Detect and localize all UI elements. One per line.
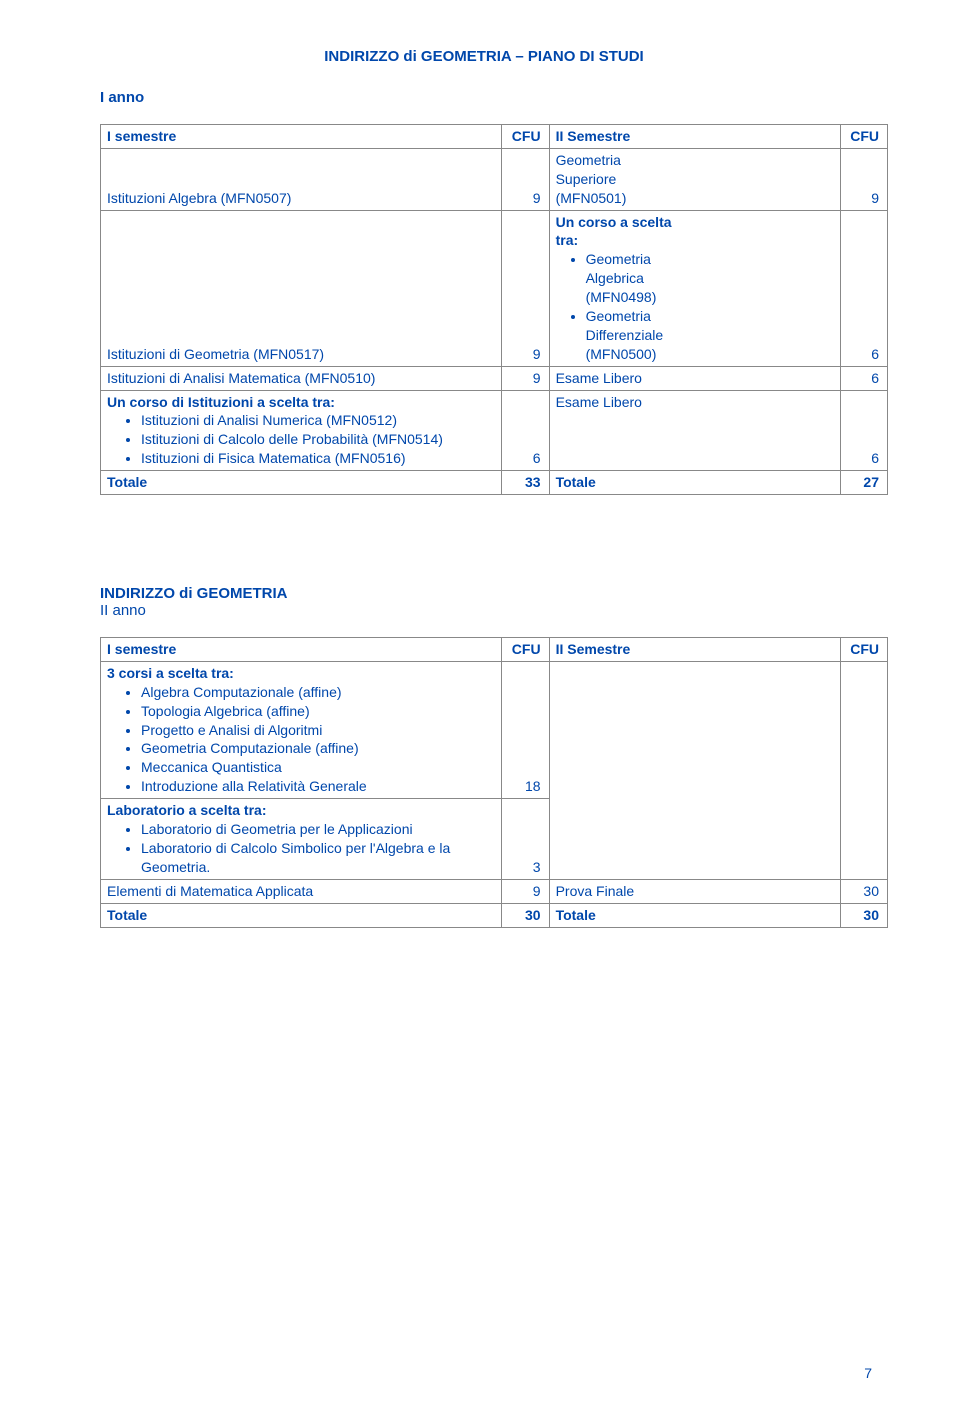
- t1-r3-d: 6: [840, 366, 887, 390]
- t1-r3-b: 9: [502, 366, 549, 390]
- t1-hdr-cfu1: CFU: [502, 125, 549, 149]
- t2-r2-a: Laboratorio a scelta tra:Laboratorio di …: [101, 799, 502, 880]
- t2-tot-a: Totale: [101, 903, 502, 927]
- t1-hdr-sem2: II Semestre: [549, 125, 840, 149]
- t1-tot-b: 33: [502, 471, 549, 495]
- year-1-label: I anno: [100, 89, 888, 106]
- t2-hdr-sem1: I semestre: [101, 638, 502, 662]
- table-row: Istituzioni di Geometria (MFN0517) 9 Un …: [101, 210, 888, 366]
- t2-r3-c: Prova Finale: [549, 879, 840, 903]
- t1-r2-a: Istituzioni di Geometria (MFN0517): [101, 210, 502, 366]
- page-number: 7: [864, 1365, 872, 1381]
- t2-hdr-sem2: II Semestre: [549, 638, 840, 662]
- t2-tot-c: Totale: [549, 903, 840, 927]
- t1-tot-c: Totale: [549, 471, 840, 495]
- t2-tot-d: 30: [840, 903, 887, 927]
- t1-r2-b: 9: [502, 210, 549, 366]
- t1-r1-b: 9: [502, 148, 549, 210]
- t1-r3-a: Istituzioni di Analisi Matematica (MFN05…: [101, 366, 502, 390]
- t1-r4-c: Esame Libero: [549, 390, 840, 471]
- t1-r1-c: GeometriaSuperiore(MFN0501): [549, 148, 840, 210]
- t1-r3-c: Esame Libero: [549, 366, 840, 390]
- t2-r1-c: [549, 661, 840, 879]
- t1-tot-a: Totale: [101, 471, 502, 495]
- table-row: Elementi di Matematica Applicata 9 Prova…: [101, 879, 888, 903]
- table-row: Istituzioni di Analisi Matematica (MFN05…: [101, 366, 888, 390]
- table-year-1: I semestre CFU II Semestre CFU Istituzio…: [100, 124, 888, 495]
- t2-tot-b: 30: [502, 903, 549, 927]
- t1-r4-b: 6: [502, 390, 549, 471]
- t1-r4-d: 6: [840, 390, 887, 471]
- t1-hdr-sem1: I semestre: [101, 125, 502, 149]
- table-row: Un corso di Istituzioni a scelta tra:Ist…: [101, 390, 888, 471]
- t2-r1-b: 18: [502, 661, 549, 798]
- t1-tot-d: 27: [840, 471, 887, 495]
- t1-hdr-cfu2: CFU: [840, 125, 887, 149]
- t1-r2-d: 6: [840, 210, 887, 366]
- t2-r3-d: 30: [840, 879, 887, 903]
- table-row-total: Totale 33 Totale 27: [101, 471, 888, 495]
- t2-hdr-cfu1: CFU: [502, 638, 549, 662]
- t1-r4-a: Un corso di Istituzioni a scelta tra:Ist…: [101, 390, 502, 471]
- t1-r1-d: 9: [840, 148, 887, 210]
- t1-r2-c: Un corso a sceltatra:GeometriaAlgebrica(…: [549, 210, 840, 366]
- t2-r1-a: 3 corsi a scelta tra:Algebra Computazion…: [101, 661, 502, 798]
- t2-r1-d: [840, 661, 887, 879]
- table-year-2: I semestre CFU II Semestre CFU 3 corsi a…: [100, 637, 888, 927]
- t2-r3-a: Elementi di Matematica Applicata: [101, 879, 502, 903]
- year-2-label: II anno: [100, 602, 888, 619]
- table-row-total: Totale 30 Totale 30: [101, 903, 888, 927]
- t2-hdr-cfu2: CFU: [840, 638, 887, 662]
- t2-r2-b: 3: [502, 799, 549, 880]
- page-title: INDIRIZZO di GEOMETRIA – PIANO DI STUDI: [100, 48, 888, 65]
- section-2-title: INDIRIZZO di GEOMETRIA: [100, 585, 888, 602]
- t2-r3-b: 9: [502, 879, 549, 903]
- table-row: Istituzioni Algebra (MFN0507) 9 Geometri…: [101, 148, 888, 210]
- table-row: 3 corsi a scelta tra:Algebra Computazion…: [101, 661, 888, 798]
- t1-r1-a: Istituzioni Algebra (MFN0507): [101, 148, 502, 210]
